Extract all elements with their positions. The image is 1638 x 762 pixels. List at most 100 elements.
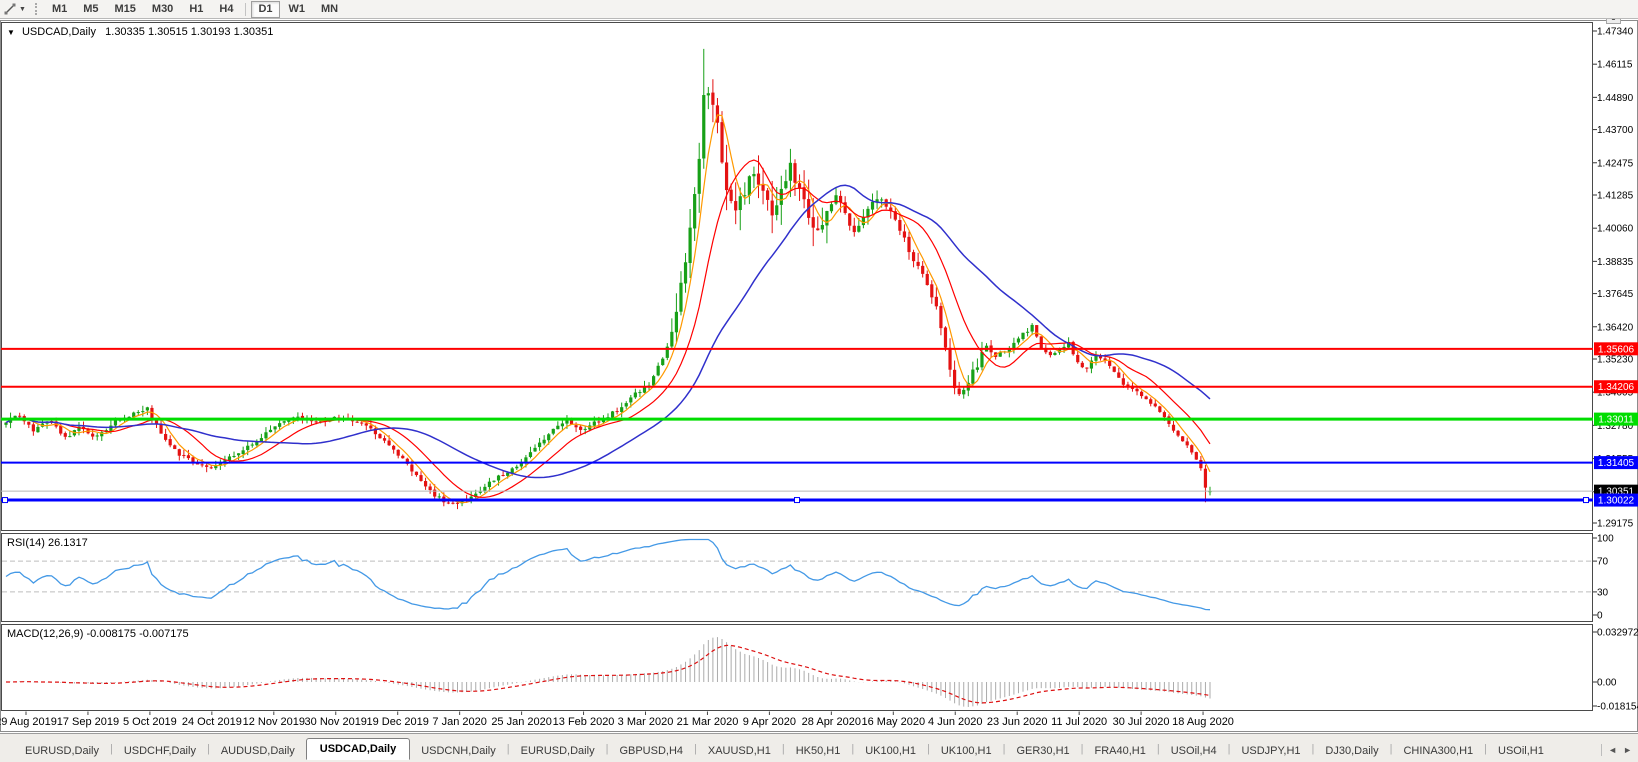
symbol-tab-usdjpy-h1[interactable]: USDJPY,H1 (1241, 745, 1301, 757)
svg-text:70: 70 (1597, 557, 1609, 568)
tab-separator: | (1311, 743, 1315, 755)
rsi-line (5, 538, 1211, 611)
svg-text:1.43700: 1.43700 (1597, 125, 1634, 136)
svg-text:1.35230: 1.35230 (1597, 355, 1634, 366)
tab-separator: | (1156, 743, 1160, 755)
tab-separator: | (1484, 743, 1488, 755)
svg-text:1.37645: 1.37645 (1597, 289, 1634, 300)
svg-text:1.42475: 1.42475 (1597, 158, 1634, 169)
svg-text:23 Jun 2020: 23 Jun 2020 (987, 716, 1048, 728)
timeframe-toolbar: ▼ M1 M5 M15 M30 H1 H4 D1 W1 MN (0, 0, 1638, 19)
svg-text:1.46115: 1.46115 (1597, 60, 1633, 71)
tool-dropdown-caret-icon[interactable]: ▼ (19, 5, 26, 13)
chart-ohlc-values: 1.30335 1.30515 1.30193 1.30351 (105, 26, 274, 38)
chart-canvas[interactable]: 1.47340 1.46115 1.44890 1.43700 1.42475 1.412… (0, 0, 1638, 733)
svg-text:0.032972: 0.032972 (1597, 628, 1638, 639)
price-axis-ticks: 1.47340 1.46115 1.44890 1.43700 1.42475 1.412… (1593, 27, 1634, 530)
tab-separator: | (605, 743, 609, 755)
svg-text:13 Feb 2020: 13 Feb 2020 (553, 716, 615, 728)
tab-separator: | (851, 743, 855, 755)
toolbar-grip[interactable] (34, 3, 37, 15)
timeframe-button-mn[interactable]: MN (321, 2, 339, 15)
symbol-tab-uk100-h1[interactable]: UK100,H1 (940, 745, 992, 757)
svg-text:1.33011: 1.33011 (1598, 415, 1634, 426)
svg-text:4 Jun 2020: 4 Jun 2020 (928, 716, 982, 728)
tab-separator: | (1389, 743, 1393, 755)
svg-text:24 Oct 2019: 24 Oct 2019 (182, 716, 242, 728)
svg-text:1.31405: 1.31405 (1598, 458, 1635, 469)
symbol-tab-china300-h1[interactable]: CHINA300,H1 (1403, 745, 1474, 757)
symbol-tab-xauusd-h1[interactable]: XAUUSD,H1 (707, 745, 771, 757)
symbol-tab-ger30-h1[interactable]: GER30,H1 (1016, 745, 1070, 757)
svg-text:1.44890: 1.44890 (1597, 93, 1634, 104)
rsi-indicator-label: RSI(14) 26.1317 (7, 537, 88, 549)
diagonal-line-tool-icon (4, 3, 16, 15)
symbol-tab-gbpusd-h4[interactable]: GBPUSD,H4 (619, 745, 684, 757)
symbol-tab-usdcnh-daily[interactable]: USDCNH,Daily (421, 745, 496, 757)
timeframe-button-m1[interactable]: M1 (51, 2, 68, 15)
tab-separator: | (781, 743, 785, 755)
tab-scroll-left-icon[interactable]: ◄ (1608, 745, 1618, 755)
timeframe-button-m30[interactable]: M30 (151, 2, 174, 15)
svg-text:1.32780: 1.32780 (1597, 421, 1634, 432)
line-studies-icon[interactable] (3, 2, 17, 16)
svg-text:0: 0 (1597, 611, 1603, 622)
timeframe-button-m5[interactable]: M5 (83, 2, 99, 15)
symbol-tab-eurusd-daily[interactable]: EURUSD,Daily (25, 745, 99, 757)
svg-text:0.00: 0.00 (1597, 678, 1617, 689)
timeframe-button-h1[interactable]: H1 (189, 2, 204, 15)
svg-text:100: 100 (1597, 534, 1614, 545)
svg-text:11 Jul 2020: 11 Jul 2020 (1051, 716, 1107, 728)
symbol-tab-eurusd-daily[interactable]: EURUSD,Daily (520, 745, 595, 757)
svg-text:9 Apr 2020: 9 Apr 2020 (743, 716, 796, 728)
tab-separator: | (206, 743, 210, 755)
timeframe-button-m15[interactable]: M15 (114, 2, 136, 15)
symbol-tab-usdcad-daily[interactable]: USDCAD,Daily (305, 738, 411, 760)
toolbar-separator (245, 2, 247, 16)
symbol-tab-usoil-h1[interactable]: USOil,H1 (1498, 745, 1544, 757)
svg-text:25 Jan 2020: 25 Jan 2020 (491, 716, 552, 728)
symbol-tab-hk50-h1[interactable]: HK50,H1 (795, 745, 841, 757)
hline-handle[interactable] (794, 497, 800, 504)
timeframe-button-w1[interactable]: W1 (288, 2, 306, 15)
symbol-tab-audusd-daily[interactable]: AUDUSD,Daily (220, 745, 295, 757)
svg-text:16 May 2020: 16 May 2020 (861, 716, 925, 728)
rsi-panel: 100 70 30 0 (2, 534, 1614, 622)
svg-text:3 Mar 2020: 3 Mar 2020 (618, 716, 674, 728)
timeframe-button-h4[interactable]: H4 (219, 2, 234, 15)
tab-scroll-nav: ◄ ► (1601, 744, 1632, 760)
svg-text:1.34206: 1.34206 (1598, 382, 1635, 393)
svg-text:19 Dec 2019: 19 Dec 2019 (367, 716, 429, 728)
svg-text:-0.018154: -0.018154 (1597, 702, 1638, 713)
svg-text:28 Apr 2020: 28 Apr 2020 (802, 716, 861, 728)
symbol-tab-usdchf-daily[interactable]: USDCHF,Daily (123, 745, 196, 757)
tab-separator: | (109, 743, 113, 755)
svg-text:1.41285: 1.41285 (1597, 191, 1634, 202)
macd-indicator-label: MACD(12,26,9) -0.008175 -0.007175 (7, 628, 189, 640)
svg-text:1.36420: 1.36420 (1597, 322, 1634, 333)
hline-handle[interactable] (2, 497, 8, 504)
tab-separator: | (1080, 743, 1084, 755)
tab-separator: | (694, 743, 697, 755)
symbol-tab-usoil-h4[interactable]: USOil,H4 (1170, 745, 1217, 757)
svg-text:5 Oct 2019: 5 Oct 2019 (123, 716, 177, 728)
timeframe-button-d1[interactable]: D1 (251, 0, 280, 18)
tab-separator: | (1002, 743, 1006, 755)
tab-scroll-right-icon[interactable]: ► (1623, 745, 1632, 755)
symbol-tab-fra40-h1[interactable]: FRA40,H1 (1094, 745, 1146, 757)
svg-text:17 Sep 2019: 17 Sep 2019 (57, 716, 119, 728)
tab-separator: | (506, 743, 510, 755)
svg-text:18 Aug 2020: 18 Aug 2020 (1172, 716, 1234, 728)
symbol-tab-dj30-daily[interactable]: DJ30,Daily (1325, 745, 1379, 757)
horizontal-lines: 1.35606 1.34206 1.33011 1.31405 1.303511.300… (1, 342, 1638, 507)
hline-handle[interactable] (1583, 497, 1589, 504)
chart-title: ▼ USDCAD,Daily 1.30335 1.30515 1.30193 1… (7, 26, 273, 38)
svg-text:7 Jan 2020: 7 Jan 2020 (432, 716, 486, 728)
svg-text:29 Aug 2019: 29 Aug 2019 (0, 716, 57, 728)
symbol-tab-uk100-h1[interactable]: UK100,H1 (865, 745, 916, 757)
svg-text:1.38835: 1.38835 (1597, 257, 1634, 268)
symbol-tab-bar: EURUSD,Daily | USDCHF,Daily | AUDUSD,Daily US… (0, 733, 1638, 762)
chart-symbol-label: USDCAD,Daily (21, 26, 96, 38)
chart-menu-caret-icon[interactable]: ▼ (7, 28, 15, 37)
svg-text:21 Mar 2020: 21 Mar 2020 (677, 716, 739, 728)
